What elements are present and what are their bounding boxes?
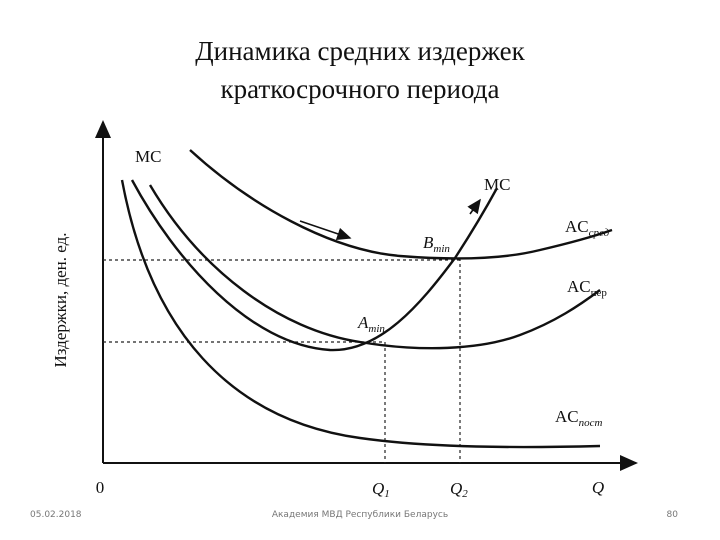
ac-variable-curve — [148, 184, 601, 350]
point-label: Amin — [357, 313, 385, 335]
guide-lines — [103, 258, 461, 463]
footer-org: Академия МВД Республики Беларусь — [272, 510, 448, 520]
x-mark-label: Q1 — [372, 479, 390, 500]
ac-average-curve — [189, 149, 613, 260]
direction-arrow — [467, 198, 481, 215]
title-line: Динамика средних издержек — [195, 36, 525, 66]
footer-page: 80 — [667, 510, 679, 520]
x-mark-label: Q2 — [450, 479, 468, 500]
curve-label: MC — [484, 175, 510, 194]
curve-label: MC — [135, 147, 161, 166]
origin-label: 0 — [96, 478, 105, 497]
curve-label: ACсред — [565, 217, 610, 239]
point-label: Bmin — [423, 233, 450, 255]
title-line: краткосрочного периода — [221, 74, 500, 104]
curve-label: ACпер — [567, 277, 607, 299]
x-axis-label: Q — [592, 478, 604, 497]
footer-date: 05.02.2018 — [30, 510, 82, 520]
ac-fixed-curve — [120, 179, 601, 449]
curve-label: ACпост — [555, 407, 603, 429]
y-axis-label: Издержки, ден. ед. — [51, 233, 70, 368]
direction-arrow — [299, 220, 352, 240]
